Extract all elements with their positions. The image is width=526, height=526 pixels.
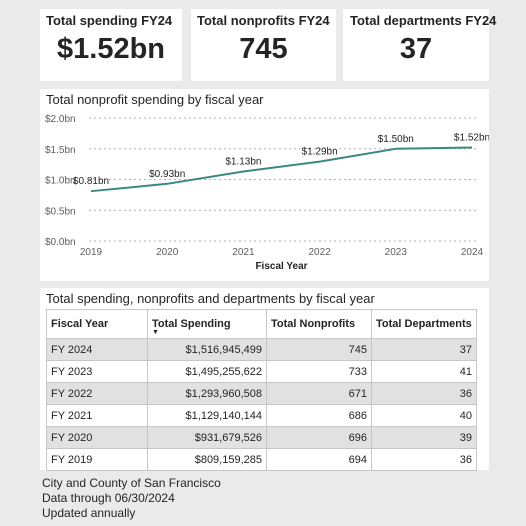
line-chart: $0.0bn $0.5bn $1.0bn $1.5bn $2.0bn 2019 2020 20… xyxy=(45,114,489,272)
x-tick-label: 2021 xyxy=(232,247,255,258)
kpi-title: Total spending FY24 xyxy=(46,13,173,28)
data-label: $1.50bn xyxy=(378,134,414,145)
kpi-title: Total nonprofits FY24 xyxy=(197,13,330,28)
cell-total-departments: 36 xyxy=(371,382,477,405)
kpi-title: Total departments FY24 xyxy=(350,13,497,28)
x-tick-label: 2022 xyxy=(308,247,331,258)
cell-total-spending: $1,495,255,622 xyxy=(147,360,267,383)
table-row: FY 2019 $809,159,285 694 36 xyxy=(46,448,477,471)
kpi-value: 37 xyxy=(399,33,433,65)
cell-total-departments: 40 xyxy=(371,404,477,427)
cell-total-spending: $931,679,526 xyxy=(147,426,267,449)
footer-update-frequency: Updated annually xyxy=(42,506,136,520)
summary-table: Fiscal Year Total Spending ▼ Total Nonpro… xyxy=(46,309,477,471)
kpi-card-total-departments: Total departments FY24 37 xyxy=(343,9,496,81)
cell-total-nonprofits: 745 xyxy=(266,338,372,361)
x-tick-label: 2023 xyxy=(385,247,408,258)
sort-descending-icon: ▼ xyxy=(152,329,159,336)
cell-fiscal-year: FY 2019 xyxy=(46,448,148,471)
cell-total-departments: 36 xyxy=(371,448,477,471)
data-label: $0.93bn xyxy=(149,169,185,180)
cell-total-spending: $1,516,945,499 xyxy=(147,338,267,361)
table-row: FY 2020 $931,679,526 696 39 xyxy=(46,426,477,449)
column-header-total-departments[interactable]: Total Departments xyxy=(371,309,477,339)
cell-fiscal-year: FY 2023 xyxy=(46,360,148,383)
data-label: $1.52bn xyxy=(454,133,489,144)
cell-total-departments: 39 xyxy=(371,426,477,449)
table-row: FY 2022 $1,293,960,508 671 36 xyxy=(46,382,477,405)
footer-data-through: Data through 06/30/2024 xyxy=(42,491,175,505)
series-line xyxy=(90,146,473,193)
kpi-value: 745 xyxy=(239,33,288,65)
y-tick-label: $0.0bn xyxy=(45,237,76,248)
footer-org: City and County of San Francisco xyxy=(42,476,221,490)
y-tick-label: $2.0bn xyxy=(45,114,76,125)
cell-total-nonprofits: 694 xyxy=(266,448,372,471)
y-tick-label: $0.5bn xyxy=(45,206,76,217)
cell-total-spending: $1,293,960,508 xyxy=(147,382,267,405)
y-tick-label: $1.5bn xyxy=(45,145,76,156)
cell-fiscal-year: FY 2024 xyxy=(46,338,148,361)
table-title: Total spending, nonprofits and departmen… xyxy=(46,291,375,306)
cell-total-departments: 37 xyxy=(371,338,477,361)
column-header-fiscal-year[interactable]: Fiscal Year xyxy=(46,309,148,339)
cell-fiscal-year: FY 2021 xyxy=(46,404,148,427)
column-header-total-spending[interactable]: Total Spending ▼ xyxy=(147,309,267,339)
cell-total-spending: $1,129,140,144 xyxy=(147,404,267,427)
column-header-total-nonprofits[interactable]: Total Nonprofits xyxy=(266,309,372,339)
data-label: $1.13bn xyxy=(225,157,261,168)
table-row: FY 2024 $1,516,945,499 745 37 xyxy=(46,338,477,361)
cell-fiscal-year: FY 2020 xyxy=(46,426,148,449)
data-label: $0.81bn xyxy=(73,176,109,187)
cell-total-nonprofits: 733 xyxy=(266,360,372,383)
kpi-value: $1.52bn xyxy=(57,33,165,65)
cell-total-nonprofits: 696 xyxy=(266,426,372,449)
data-label: $1.29bn xyxy=(302,147,338,158)
table-row: FY 2023 $1,495,255,622 733 41 xyxy=(46,360,477,383)
x-tick-label: 2020 xyxy=(156,247,179,258)
table-header-row: Fiscal Year Total Spending ▼ Total Nonpro… xyxy=(46,309,477,339)
x-tick-label: 2024 xyxy=(461,247,484,258)
table-row: FY 2021 $1,129,140,144 686 40 xyxy=(46,404,477,427)
chart-title: Total nonprofit spending by fiscal year xyxy=(46,92,264,107)
cell-total-departments: 41 xyxy=(371,360,477,383)
cell-total-nonprofits: 671 xyxy=(266,382,372,405)
y-tick-label: $1.0bn xyxy=(45,176,76,187)
footer-notes: City and County of San Francisco Data th… xyxy=(42,476,221,521)
cell-total-spending: $809,159,285 xyxy=(147,448,267,471)
spending-line-chart-card: $0.0bn $0.5bn $1.0bn $1.5bn $2.0bn 2019 2020 20… xyxy=(40,89,489,281)
cell-total-nonprofits: 686 xyxy=(266,404,372,427)
cell-fiscal-year: FY 2022 xyxy=(46,382,148,405)
x-axis-title: Fiscal Year xyxy=(255,261,307,272)
summary-table-card: Total spending, nonprofits and departmen… xyxy=(40,288,489,471)
kpi-card-total-spending: Total spending FY24 $1.52bn xyxy=(40,9,182,81)
x-tick-label: 2019 xyxy=(80,247,103,258)
kpi-card-total-nonprofits: Total nonprofits FY24 745 xyxy=(191,9,336,81)
